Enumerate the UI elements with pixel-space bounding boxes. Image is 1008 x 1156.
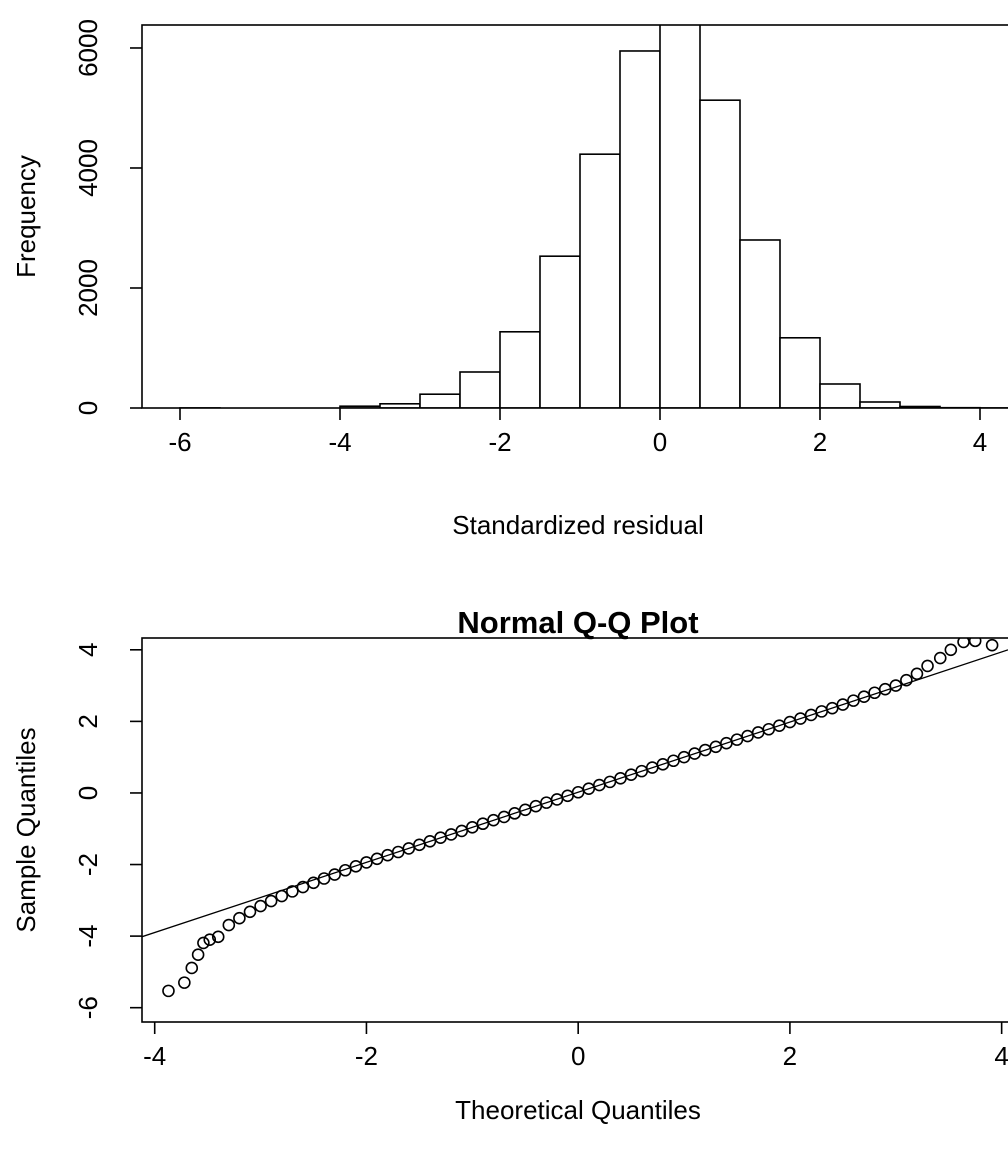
y-tick-label: 4	[73, 643, 103, 657]
x-tick-label: -4	[328, 427, 351, 457]
point	[264, 894, 278, 908]
bar	[739, 239, 781, 408]
x-tick-label: 2	[813, 427, 827, 457]
point	[203, 933, 217, 946]
point	[162, 984, 175, 998]
bar	[699, 99, 741, 408]
point	[933, 651, 947, 665]
y-tick-label: 4000	[73, 139, 103, 197]
x-tick-label: -4	[143, 1041, 166, 1071]
point	[191, 948, 205, 962]
point	[178, 976, 191, 989]
x-tick-label: -2	[488, 427, 511, 457]
y-tick-label: -6	[73, 996, 103, 1019]
point	[328, 868, 341, 881]
bar	[819, 383, 861, 408]
y-tick-label: 2000	[73, 259, 103, 317]
x-tick-label: 4	[994, 1041, 1008, 1071]
point	[968, 638, 982, 648]
point	[944, 643, 958, 657]
bar	[859, 401, 901, 408]
x-tick-label: 4	[973, 427, 987, 457]
point	[985, 638, 999, 652]
chart-title: Normal Q-Q Plot	[457, 605, 698, 640]
plot-box	[141, 637, 1008, 1023]
point	[889, 679, 903, 692]
point	[847, 694, 860, 707]
bar	[779, 336, 821, 408]
bar	[659, 25, 701, 408]
x-axis-label: Standardized residual	[452, 510, 704, 540]
point	[275, 889, 289, 903]
point	[307, 876, 320, 890]
plot-box	[141, 24, 1008, 409]
point	[243, 905, 257, 919]
point	[317, 872, 331, 885]
x-tick-label: 2	[783, 1041, 797, 1071]
point	[286, 885, 299, 898]
plot-area	[142, 638, 1008, 998]
y-tick-label: -4	[73, 925, 103, 948]
point	[197, 936, 210, 950]
bar	[619, 50, 661, 408]
point	[910, 667, 924, 681]
point	[211, 930, 225, 944]
y-axis-label: Frequency	[11, 155, 41, 278]
y-tick-label: 6000	[73, 19, 103, 77]
bar	[419, 393, 461, 408]
point	[836, 698, 850, 711]
y-tick-label: 0	[73, 786, 103, 800]
bar	[579, 153, 621, 408]
point	[296, 880, 310, 894]
point	[857, 690, 871, 703]
bar	[499, 330, 541, 408]
x-tick-label: 0	[653, 427, 667, 457]
point	[900, 673, 913, 687]
y-tick-label: -2	[73, 853, 103, 876]
reference-line	[142, 649, 1008, 938]
x-tick-label: -2	[355, 1041, 378, 1071]
point	[254, 899, 267, 913]
x-axis-label: Theoretical Quantiles	[455, 1095, 701, 1125]
plot-area	[179, 25, 1008, 408]
y-tick-label: 0	[73, 401, 103, 415]
point	[222, 918, 236, 932]
point	[349, 860, 363, 873]
point	[921, 659, 934, 673]
x-tick-label: -6	[168, 427, 191, 457]
x-tick-label: 0	[571, 1041, 585, 1071]
point	[233, 911, 246, 925]
y-axis-label: Sample Quantiles	[11, 727, 41, 932]
bar	[539, 255, 581, 408]
y-tick-label: 2	[73, 714, 103, 728]
bar	[459, 371, 501, 408]
point	[185, 961, 199, 975]
point	[338, 863, 352, 877]
